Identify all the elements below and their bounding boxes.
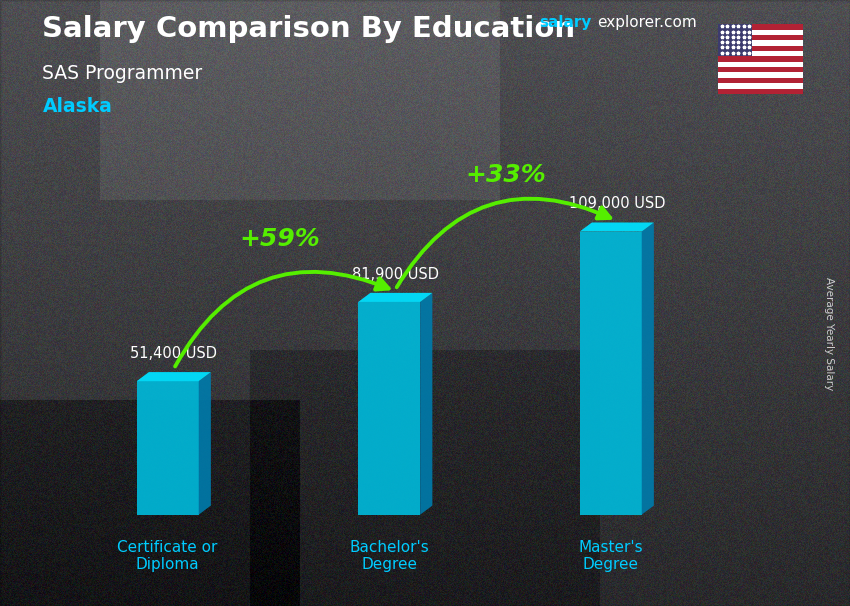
Text: +33%: +33% xyxy=(466,164,547,187)
Polygon shape xyxy=(358,302,420,514)
Text: Average Yearly Salary: Average Yearly Salary xyxy=(824,277,834,390)
Bar xyxy=(718,45,803,51)
Bar xyxy=(718,62,803,67)
Bar xyxy=(718,78,803,83)
Text: SAS Programmer: SAS Programmer xyxy=(42,64,203,82)
Text: Salary Comparison By Education: Salary Comparison By Education xyxy=(42,15,575,43)
Polygon shape xyxy=(137,372,211,381)
Bar xyxy=(718,30,803,35)
Polygon shape xyxy=(580,231,642,514)
Text: 51,400 USD: 51,400 USD xyxy=(130,345,218,361)
Bar xyxy=(718,83,803,88)
Text: 81,900 USD: 81,900 USD xyxy=(352,267,439,282)
Bar xyxy=(718,56,803,62)
Bar xyxy=(718,24,803,30)
Text: explorer.com: explorer.com xyxy=(598,15,697,30)
Polygon shape xyxy=(642,222,654,514)
Polygon shape xyxy=(358,293,433,302)
Text: 109,000 USD: 109,000 USD xyxy=(569,196,665,211)
Polygon shape xyxy=(420,293,433,514)
Text: salary: salary xyxy=(540,15,592,30)
Text: +59%: +59% xyxy=(240,227,320,251)
Bar xyxy=(718,67,803,73)
Polygon shape xyxy=(580,222,654,231)
Polygon shape xyxy=(199,372,211,514)
Text: Alaska: Alaska xyxy=(42,97,112,116)
Bar xyxy=(718,41,803,45)
Bar xyxy=(718,51,803,56)
Bar xyxy=(718,88,803,94)
Bar xyxy=(718,35,803,41)
Bar xyxy=(718,24,752,56)
Polygon shape xyxy=(137,381,199,514)
Bar xyxy=(718,73,803,78)
